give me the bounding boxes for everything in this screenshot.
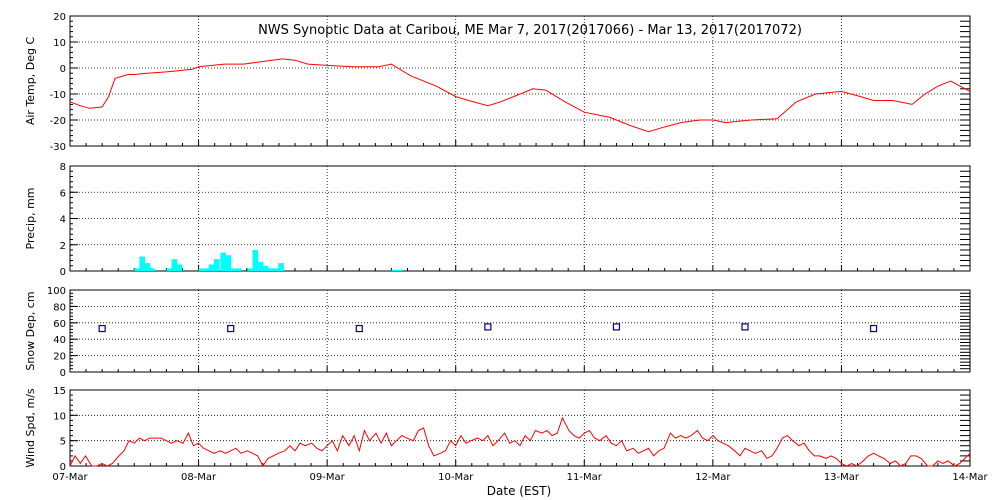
precip-y-tick-label: 8 [60, 162, 66, 173]
snow-depth-point [869, 324, 878, 333]
air-temp-y-tick-label: 0 [60, 64, 66, 75]
precip-y-axis-label: Precip, mm [24, 188, 37, 250]
x-tick-label: 12-Mar [695, 472, 731, 483]
air-temp-y-tick-label: -20 [50, 116, 66, 127]
chart-title: NWS Synoptic Data at Caribou, ME Mar 7, … [258, 23, 802, 38]
precip-bar [268, 268, 274, 271]
snow-depth-point [98, 324, 106, 333]
precip-bar [225, 255, 232, 271]
snow-depth-y-tick-label: 40 [53, 335, 66, 346]
precip-y-tick-label: 0 [60, 267, 66, 278]
precip-y-tick-label: 4 [60, 215, 66, 226]
x-tick-label: 10-Mar [438, 472, 474, 483]
wind-speed-y-axis-label: Wind Spd, m/s [24, 388, 37, 468]
snow-depth-y-tick-label: 60 [53, 319, 66, 330]
precip-bar [391, 269, 398, 271]
wind-speed-y-tick-label: 15 [53, 386, 66, 397]
x-tick-label: 08-Mar [181, 472, 217, 483]
precip-bar [252, 250, 259, 271]
snow-depth-point [355, 324, 363, 333]
wind-speed-y-tick-label: 5 [60, 437, 66, 448]
snow-depth-point [741, 323, 749, 331]
snow-depth-point [484, 323, 492, 331]
precip-y-tick-label: 6 [60, 188, 66, 199]
air-temp-y-tick-label: 20 [53, 12, 66, 23]
air-temp-y-axis-label: Air Temp, Deg C [24, 37, 37, 126]
x-tick-label: 11-Mar [567, 472, 603, 483]
precip-bar [198, 268, 205, 271]
air-temp-y-tick-label: -30 [50, 142, 66, 153]
wind-speed-axis-frame [69, 389, 971, 467]
snow-depth-y-tick-label: 0 [60, 368, 66, 379]
precip-bar [273, 268, 279, 271]
x-tick-label: 14-Mar [952, 472, 988, 483]
precip-bar [139, 256, 146, 271]
precip-bar [257, 261, 264, 271]
x-tick-label: 13-Mar [824, 472, 860, 483]
precip-bar [278, 263, 284, 271]
precip-bar [262, 265, 269, 271]
precip-bar [149, 268, 156, 271]
precip-bar [220, 252, 227, 271]
precip-axis-frame [69, 165, 971, 272]
wind-speed-y-tick-label: 0 [60, 462, 66, 473]
precip-bar [235, 268, 242, 271]
wind-speed-series-line [69, 416, 971, 467]
wind-speed-y-tick-label: 10 [53, 411, 66, 422]
air-temp-series-line [69, 58, 971, 133]
air-temp-axis-frame [69, 15, 971, 147]
snow-depth-axis-frame [69, 289, 971, 373]
precip-bar [208, 264, 215, 271]
precip-bar [230, 268, 237, 271]
x-tick-label: 07-Mar [52, 472, 88, 483]
air-temp-y-tick-label: -10 [50, 90, 66, 101]
precip-bar [171, 259, 178, 271]
x-tick-label: 09-Mar [310, 472, 346, 483]
snow-depth-y-tick-label: 100 [47, 286, 66, 297]
precip-bar [203, 268, 210, 271]
snow-depth-y-tick-label: 20 [53, 352, 66, 363]
precip-bar [134, 268, 140, 271]
snow-depth-point [612, 323, 621, 331]
snow-depth-y-axis-label: Snow Dep, cm [24, 291, 37, 370]
precip-bar [166, 268, 173, 271]
precip-bar [214, 259, 220, 271]
precip-bar [247, 268, 254, 271]
x-axis-label: Date (EST) [487, 484, 551, 498]
precip-bar [396, 269, 403, 271]
snow-depth-point [227, 324, 235, 333]
precip-y-tick-label: 2 [60, 241, 66, 252]
air-temp-y-tick-label: 10 [53, 38, 66, 49]
snow-depth-y-tick-label: 80 [53, 302, 66, 313]
precip-bar [144, 263, 151, 271]
precip-bar [176, 264, 183, 271]
